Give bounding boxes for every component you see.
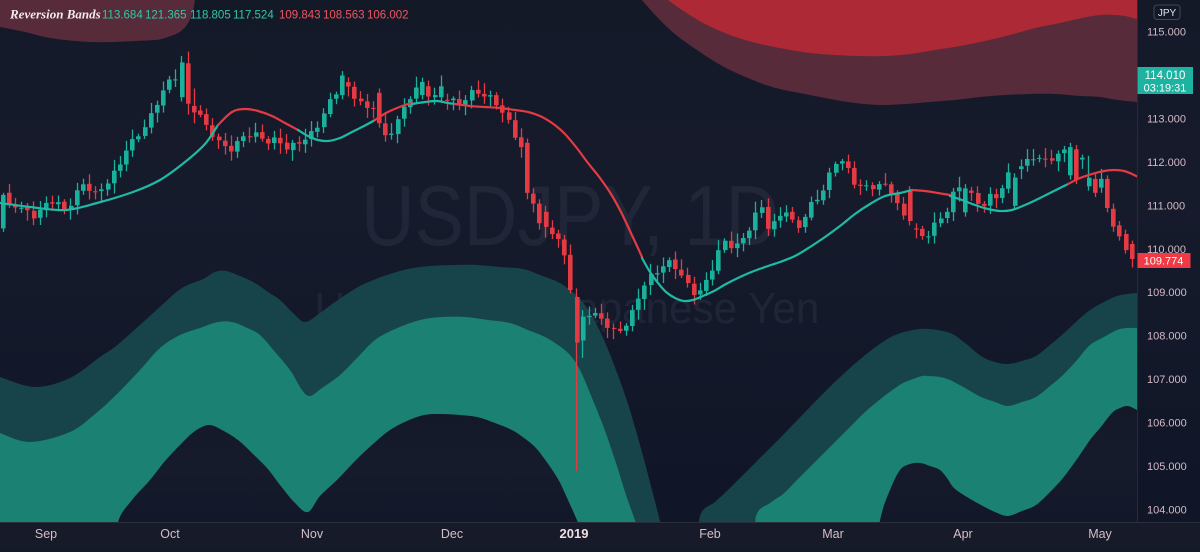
svg-text:113.000: 113.000: [1147, 113, 1186, 125]
svg-text:115.000: 115.000: [1147, 27, 1186, 39]
svg-text:104.000: 104.000: [1147, 505, 1187, 517]
svg-text:114.010: 114.010: [1145, 70, 1186, 82]
svg-text:113.684: 113.684: [102, 10, 143, 22]
svg-text:109.000: 109.000: [1147, 287, 1187, 299]
svg-text:106.000: 106.000: [1147, 418, 1187, 430]
svg-text:105.000: 105.000: [1147, 461, 1187, 473]
svg-text:121.365: 121.365: [145, 10, 187, 22]
svg-text:Nov: Nov: [301, 527, 324, 541]
svg-text:Apr: Apr: [953, 527, 972, 541]
svg-text:03:19:31: 03:19:31: [1144, 83, 1187, 95]
svg-text:108.563: 108.563: [323, 10, 365, 22]
svg-text:112.000: 112.000: [1147, 157, 1186, 169]
svg-text:Mar: Mar: [822, 527, 844, 541]
svg-text:Feb: Feb: [699, 527, 721, 541]
svg-text:May: May: [1088, 527, 1112, 541]
svg-text:Dec: Dec: [441, 527, 463, 541]
svg-text:Sep: Sep: [35, 527, 57, 541]
svg-text:111.000: 111.000: [1147, 200, 1185, 212]
svg-text:JPY: JPY: [1158, 8, 1177, 19]
svg-text:117.524: 117.524: [233, 10, 274, 22]
svg-text:109.774: 109.774: [1144, 256, 1184, 268]
svg-text:109.843: 109.843: [279, 10, 321, 22]
svg-text:Reversion Bands: Reversion Bands: [9, 7, 101, 22]
svg-text:2019: 2019: [560, 526, 589, 541]
svg-text:107.000: 107.000: [1147, 374, 1187, 386]
svg-text:Oct: Oct: [160, 527, 180, 541]
svg-text:108.000: 108.000: [1147, 331, 1187, 343]
svg-text:106.002: 106.002: [367, 10, 409, 22]
svg-text:110.000: 110.000: [1147, 244, 1186, 256]
svg-text:118.805: 118.805: [190, 10, 231, 22]
